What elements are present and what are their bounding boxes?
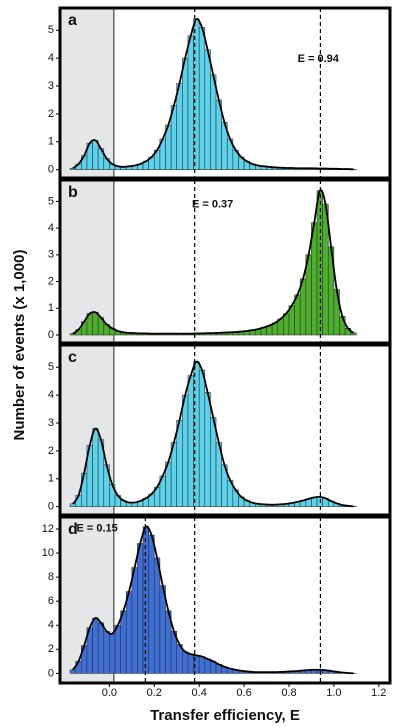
fit-curve	[72, 17, 354, 171]
y-axis-label: Number of events (x 1,000)	[11, 250, 28, 441]
y-tick-label: 0	[48, 329, 54, 341]
y-tick-label: 4	[48, 222, 54, 234]
bar	[148, 534, 155, 674]
y-tick-label: 2	[48, 445, 54, 457]
bar	[198, 369, 206, 507]
bar	[204, 392, 211, 507]
panel-letter: a	[68, 12, 77, 29]
fit-curve	[72, 525, 354, 675]
bar	[92, 140, 99, 170]
bar	[187, 35, 194, 170]
y-tick-label: 0	[48, 501, 54, 513]
bar	[187, 375, 194, 507]
y-tick-label: 5	[48, 195, 54, 207]
panel-frame	[58, 6, 392, 180]
bar	[187, 653, 194, 674]
y-tick-label: 0	[48, 164, 54, 176]
bar	[137, 543, 144, 674]
y-tick-label: 2	[48, 275, 54, 287]
x-tick-label: 0.4	[192, 687, 207, 699]
panel-letter: b	[68, 184, 78, 201]
panel-letter: c	[68, 349, 77, 366]
y-tick-label: 5	[48, 361, 54, 373]
x-tick-label: 0.2	[147, 687, 162, 699]
annotation: E = 0.15	[77, 523, 118, 535]
panel-frame	[58, 515, 392, 685]
fit-curve	[72, 360, 354, 508]
bar	[350, 332, 357, 336]
annotation: E = 0.37	[192, 198, 233, 210]
y-tick-label: 4	[48, 52, 54, 64]
fit-curve	[72, 189, 355, 335]
y-tick-label: 1	[48, 302, 54, 314]
panel-letter: d	[68, 521, 78, 538]
x-tick-label: 0.8	[281, 687, 296, 699]
x-axis-label: Transfer efficiency, E	[150, 707, 300, 724]
y-tick-label: 5	[48, 24, 54, 36]
bar	[210, 417, 217, 507]
bar	[97, 622, 105, 674]
bar	[125, 591, 133, 674]
bar	[176, 419, 183, 507]
bar	[176, 82, 183, 170]
y-tick-label: 3	[48, 80, 54, 92]
bar	[103, 630, 110, 674]
bar	[198, 656, 206, 674]
bar	[69, 503, 77, 507]
bar	[69, 669, 77, 674]
y-tick-label: 3	[48, 249, 54, 261]
bar	[120, 610, 127, 674]
bar	[311, 497, 318, 507]
x-tick-label: 0.0	[102, 687, 117, 699]
bar	[204, 658, 211, 674]
y-tick-label: 2	[48, 108, 54, 120]
y-tick-label: 4	[48, 619, 54, 631]
y-tick-label: 10	[42, 547, 54, 559]
bar	[92, 617, 99, 674]
bar	[92, 428, 99, 507]
y-tick-label: 2	[48, 643, 54, 655]
bar	[69, 333, 77, 336]
bar	[114, 624, 121, 674]
bar	[131, 567, 138, 674]
y-tick-label: 6	[48, 595, 54, 607]
x-tick-label: 1.0	[326, 687, 341, 699]
x-tick-label: 0.6	[236, 687, 251, 699]
bar	[109, 633, 116, 674]
bar	[182, 394, 189, 507]
bar	[210, 74, 217, 170]
y-tick-label: 0	[48, 667, 54, 679]
y-tick-label: 8	[48, 571, 54, 583]
y-tick-label: 1	[48, 136, 54, 148]
bar	[92, 311, 99, 336]
bar	[153, 557, 161, 674]
y-tick-label: 12	[42, 523, 54, 535]
panel-frame	[58, 178, 392, 345]
bar	[182, 57, 189, 170]
bar	[182, 651, 189, 674]
y-tick-label: 3	[48, 417, 54, 429]
y-tick-label: 1	[48, 473, 54, 485]
annotation: E = 0.94	[298, 53, 340, 65]
bar	[204, 49, 211, 170]
bar	[69, 167, 77, 170]
y-tick-label: 4	[48, 389, 54, 401]
bar	[198, 27, 206, 170]
panel-frame	[58, 343, 392, 517]
x-tick-label: 1.2	[371, 687, 386, 699]
